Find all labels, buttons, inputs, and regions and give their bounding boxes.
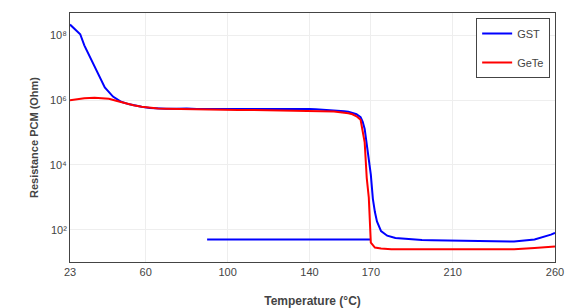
svg-text:Resistance PCM (Ohm): Resistance PCM (Ohm) bbox=[28, 77, 40, 198]
svg-text:23: 23 bbox=[64, 266, 76, 278]
svg-text:100: 100 bbox=[218, 266, 236, 278]
svg-text:60: 60 bbox=[140, 266, 152, 278]
svg-text:GeTe: GeTe bbox=[517, 57, 543, 69]
svg-text:10²: 10² bbox=[51, 224, 67, 236]
svg-text:10⁴: 10⁴ bbox=[50, 159, 67, 171]
svg-text:210: 210 bbox=[444, 266, 462, 278]
svg-text:260: 260 bbox=[546, 266, 564, 278]
svg-text:GST: GST bbox=[517, 28, 540, 40]
svg-text:10⁸: 10⁸ bbox=[50, 29, 67, 41]
svg-text:Temperature (°C): Temperature (°C) bbox=[264, 294, 361, 308]
svg-text:170: 170 bbox=[362, 266, 380, 278]
svg-text:140: 140 bbox=[300, 266, 318, 278]
svg-text:10⁶: 10⁶ bbox=[50, 94, 67, 106]
